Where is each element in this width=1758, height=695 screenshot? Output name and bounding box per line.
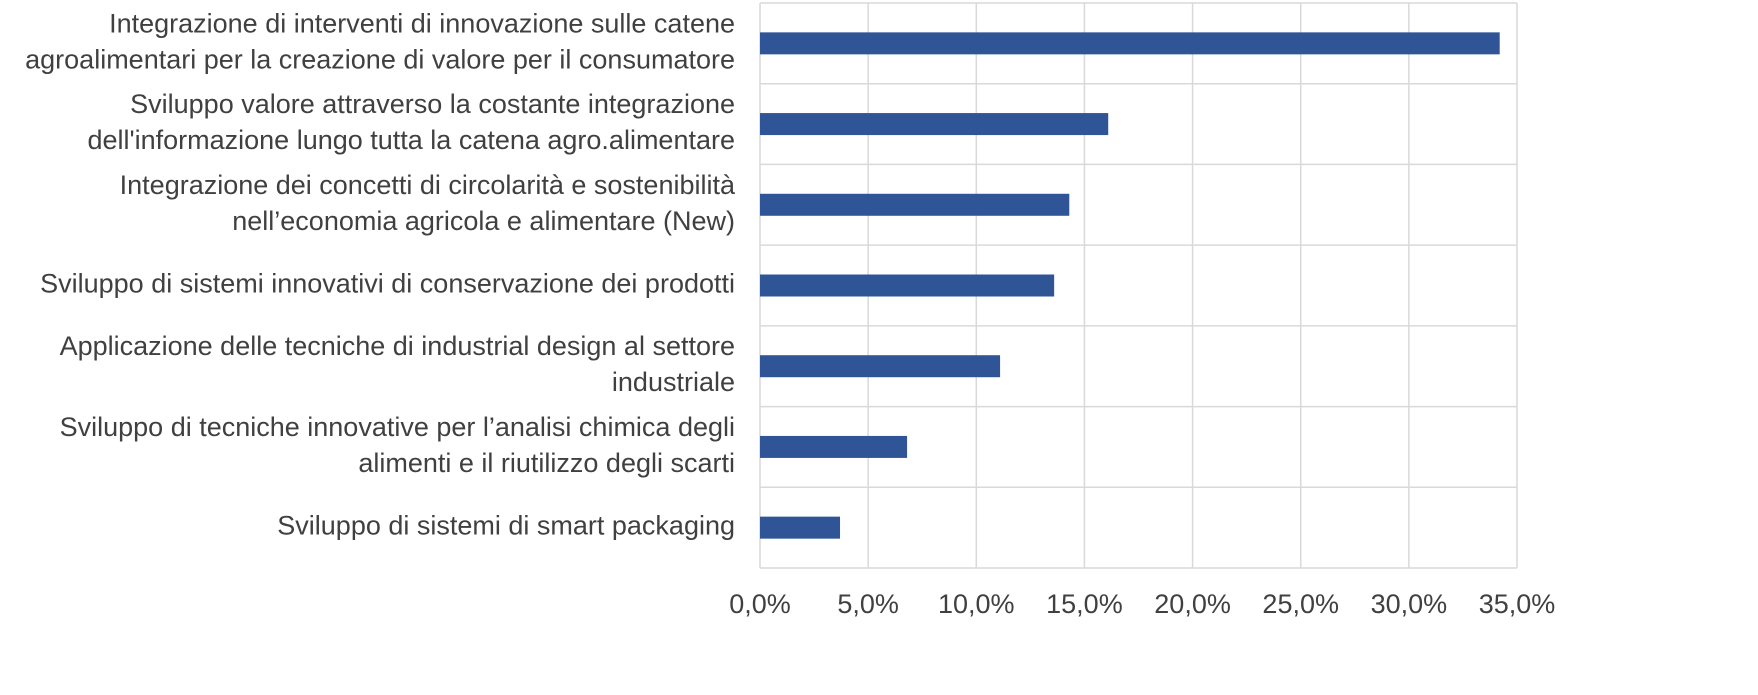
y-tick-label: Integrazione dei concetti di circolarità… [120, 170, 736, 236]
bar [760, 435, 908, 458]
x-tick-label: 5,0% [837, 589, 899, 619]
y-tick-label: Integrazione di interventi di innovazion… [25, 8, 735, 74]
bar [760, 516, 841, 539]
y-tick-label: Sviluppo di sistemi di smart packaging [277, 511, 735, 541]
bar [760, 32, 1500, 55]
x-tick-label: 35,0% [1479, 589, 1556, 619]
bar [760, 193, 1070, 216]
x-tick-label: 30,0% [1371, 589, 1448, 619]
bar [760, 113, 1109, 136]
y-tick-label: Sviluppo valore attraverso la costante i… [87, 89, 735, 155]
x-tick-label: 15,0% [1046, 589, 1123, 619]
x-tick-label: 10,0% [938, 589, 1015, 619]
y-tick-label: Sviluppo di sistemi innovativi di conser… [40, 269, 735, 299]
x-tick-label: 25,0% [1262, 589, 1339, 619]
y-tick-label: Applicazione delle tecniche di industria… [60, 331, 735, 397]
x-tick-label: 0,0% [729, 589, 791, 619]
x-tick-label: 20,0% [1154, 589, 1231, 619]
y-tick-label: Sviluppo di tecniche innovative per l’an… [60, 412, 735, 478]
bar [760, 355, 1001, 378]
bar [760, 274, 1055, 297]
